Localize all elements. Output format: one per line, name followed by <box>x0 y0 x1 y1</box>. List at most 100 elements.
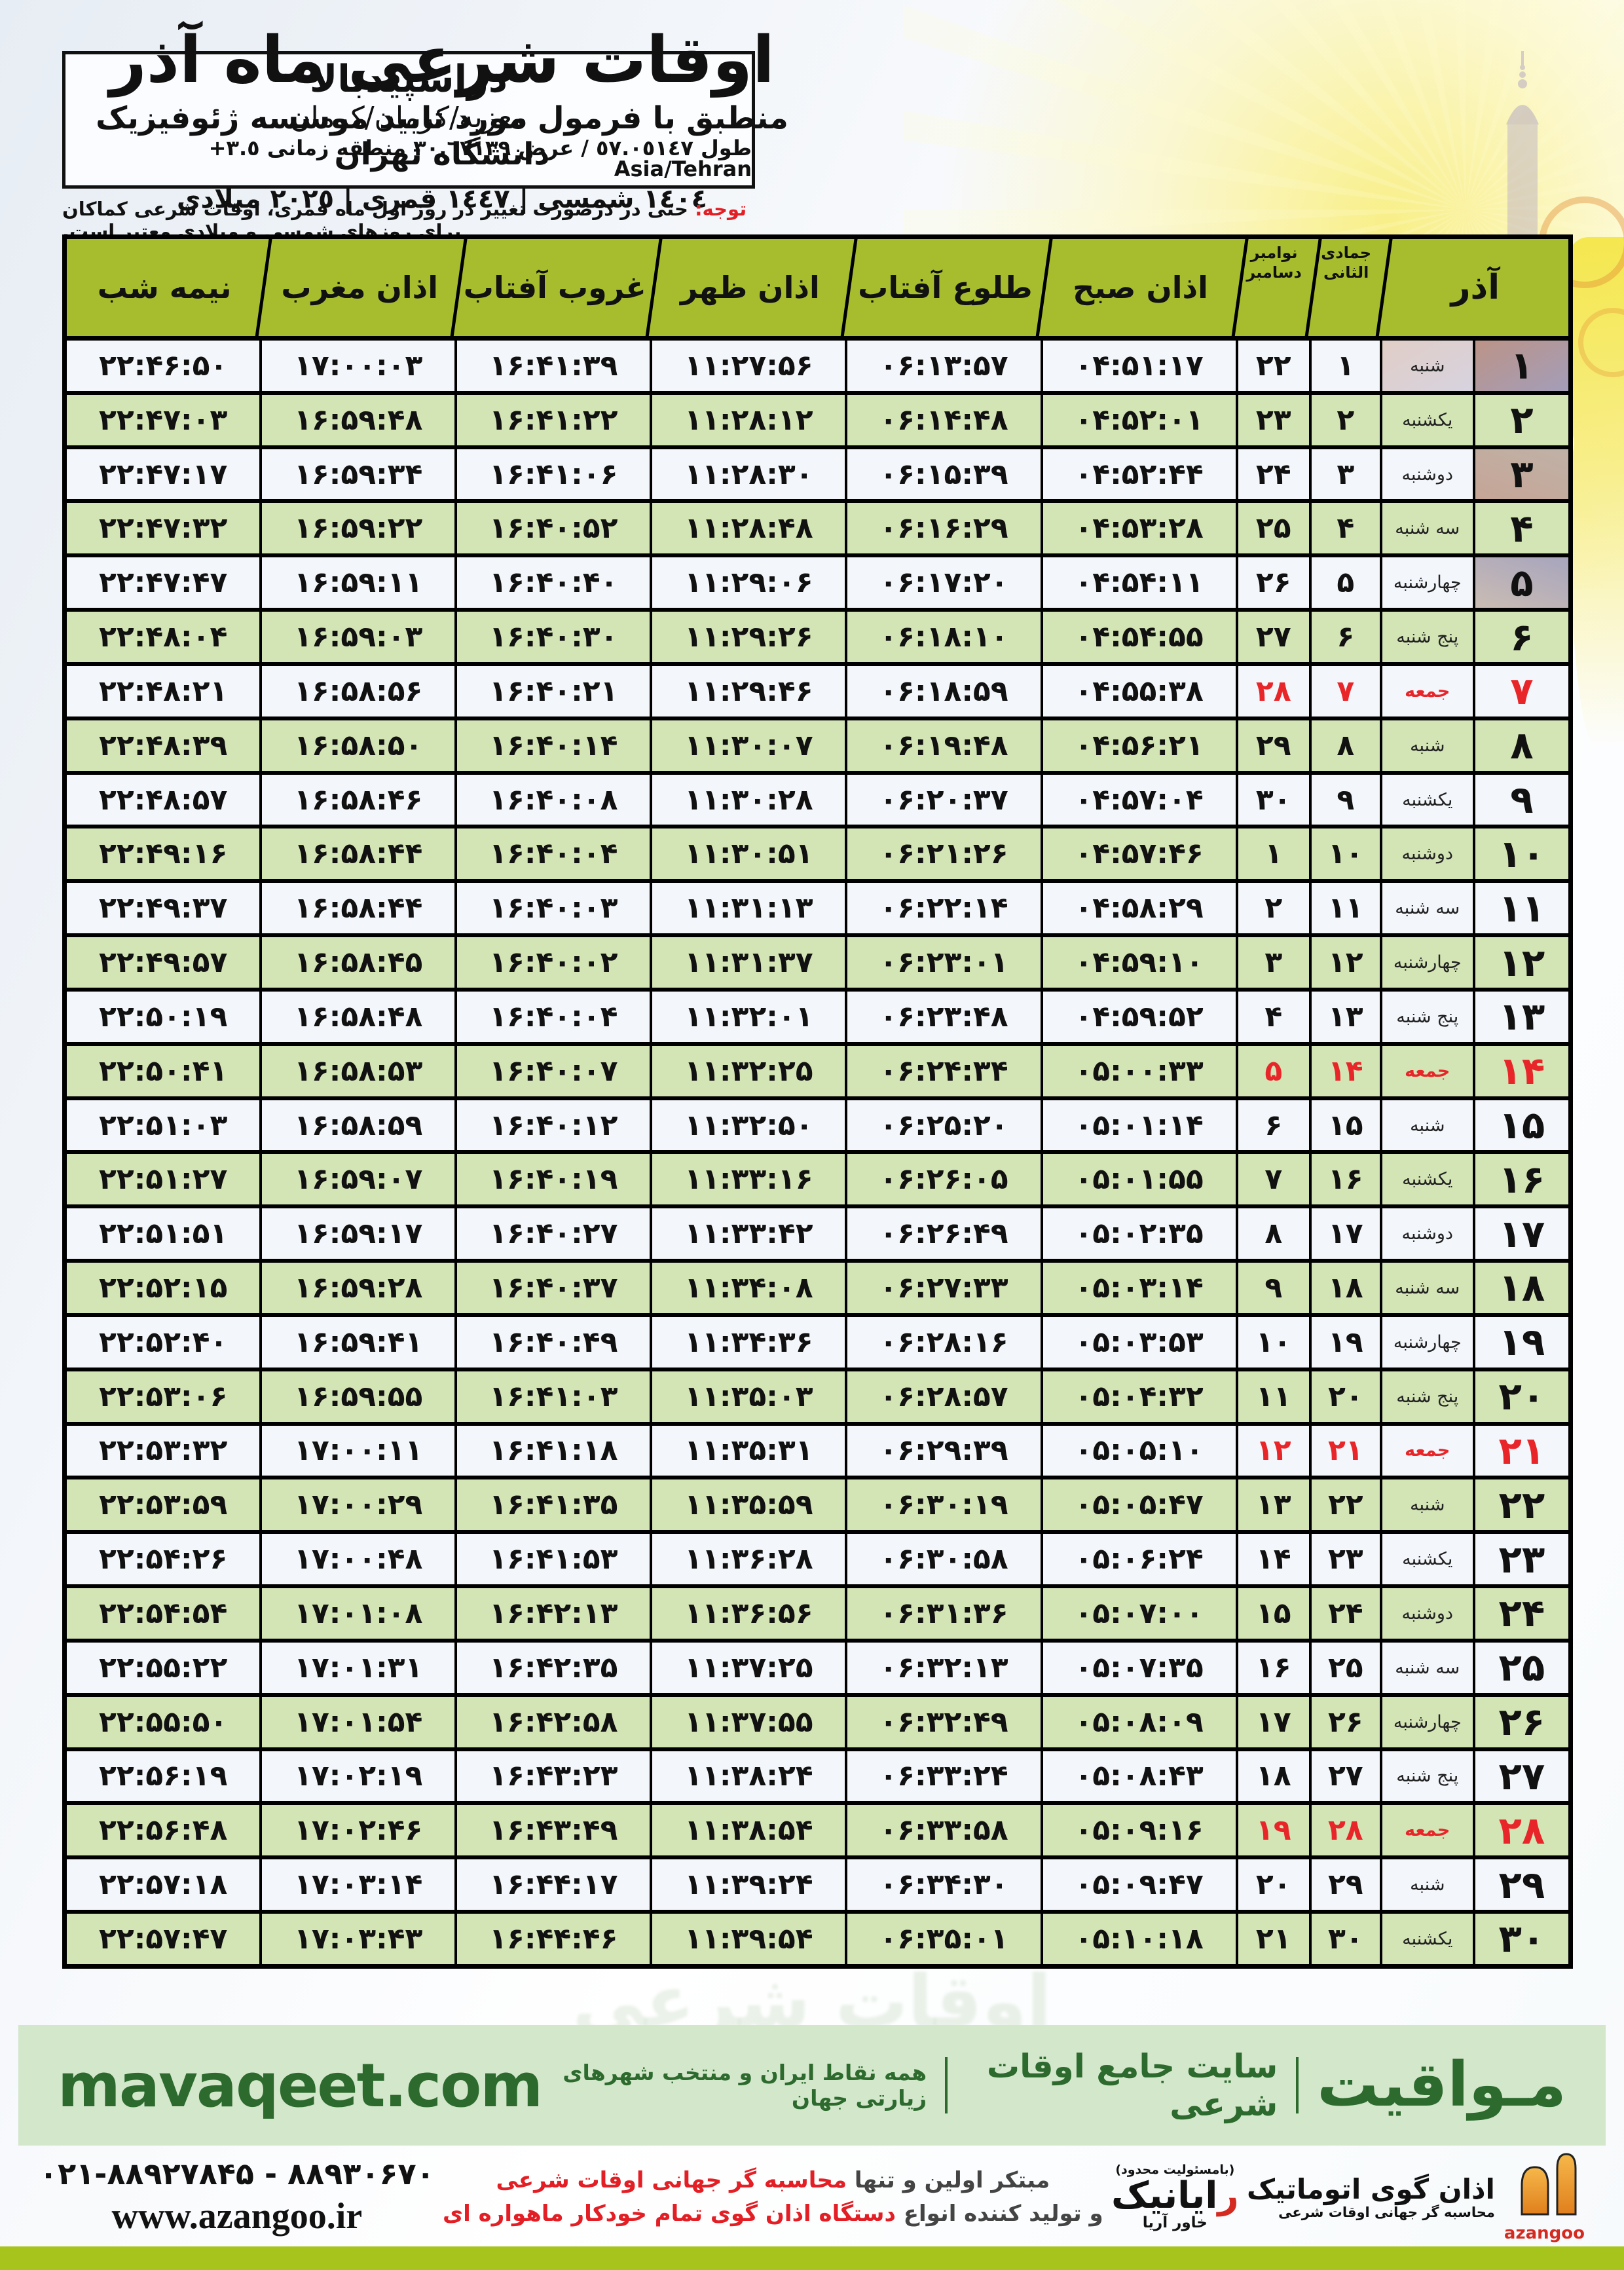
jumada-day-cell: ۲۳ <box>1312 1534 1382 1585</box>
azar-day-cell: ۱۰ <box>1498 831 1545 876</box>
sunset-time-cell: ۱۶:۴۰:۰۴ <box>457 991 653 1042</box>
sunrise-time-cell: ۰۶:۱۳:۵۷ <box>847 341 1043 391</box>
noon-time-cell: ۱۱:۳۶:۵۶ <box>652 1588 848 1639</box>
midnight-time-cell: ۲۲:۵۰:۴۱ <box>67 1045 263 1096</box>
jumada-day-cell: ۱۰ <box>1312 828 1382 880</box>
noon-time-cell: ۱۱:۳۶:۲۸ <box>652 1534 848 1585</box>
column-header-nov-dec: نوامبر دسامبر <box>1246 244 1302 282</box>
sunset-time-cell: ۱۶:۴۱:۳۵ <box>457 1479 653 1531</box>
azar-day-cell: ۹ <box>1510 777 1534 823</box>
fajr-time-cell: ۰۵:۰۳:۵۳ <box>1043 1316 1238 1368</box>
fajr-time-cell: ۰۵:۰۲:۳۵ <box>1043 1208 1238 1259</box>
noon-time-cell: ۱۱:۲۸:۴۸ <box>652 503 848 554</box>
weekday-cell: چهارشنبه <box>1382 937 1475 988</box>
azar-day-cell: ۱۷ <box>1498 1211 1545 1256</box>
shrine-minaret-illustration <box>1501 51 1544 249</box>
weekday-cell: جمعه <box>1382 1045 1475 1096</box>
azar-day-cell: ۲۰ <box>1498 1374 1545 1419</box>
fajr-time-cell: ۰۵:۰۸:۴۳ <box>1043 1751 1238 1802</box>
maghrib-time-cell: ۱۶:۵۹:۳۴ <box>262 449 458 500</box>
azangoo-latin-name: azangoo <box>1504 2223 1585 2243</box>
maghrib-time-cell: ۱۶:۵۹:۴۸ <box>262 394 458 445</box>
fajr-time-cell: ۰۴:۵۶:۲۱ <box>1043 720 1238 771</box>
sunset-time-cell: ۱۶:۴۰:۱۲ <box>457 1100 653 1151</box>
sunrise-time-cell: ۰۶:۲۸:۵۷ <box>847 1371 1043 1422</box>
sunset-time-cell: ۱۶:۴۱:۰۶ <box>457 449 653 500</box>
table-row: ۸ شنبه ۸ ۲۹ ۰۴:۵۶:۲۱ ۰۶:۱۹:۴۸ ۱۱:۳۰:۰۷ ۱۶:۴۰:۱۴… <box>67 720 1568 775</box>
gregorian-day-cell: ۷ <box>1238 1154 1312 1205</box>
midnight-time-cell: ۲۲:۵۴:۲۶ <box>67 1534 263 1585</box>
column-header-sunrise: طلوع آفتاب <box>858 270 1033 305</box>
sunrise-time-cell: ۰۶:۱۵:۳۹ <box>847 449 1043 500</box>
midnight-time-cell: ۲۲:۴۷:۳۲ <box>67 503 263 554</box>
jumada-day-cell: ۲۹ <box>1312 1859 1382 1910</box>
sunset-time-cell: ۱۶:۴۲:۱۳ <box>457 1588 653 1639</box>
maghrib-time-cell: ۱۶:۵۹:۴۱ <box>262 1316 458 1368</box>
sunset-time-cell: ۱۶:۴۰:۵۲ <box>457 503 653 554</box>
gregorian-day-cell: ۱۲ <box>1238 1425 1312 1476</box>
gregorian-day-cell: ۱۴ <box>1238 1534 1312 1585</box>
sunrise-time-cell: ۰۶:۱۷:۲۰ <box>847 557 1043 608</box>
midnight-time-cell: ۲۲:۵۱:۵۱ <box>67 1208 263 1259</box>
weekday-cell: جمعه <box>1382 1805 1475 1856</box>
maghrib-time-cell: ۱۶:۵۸:۵۶ <box>262 665 458 716</box>
sunset-time-cell: ۱۶:۴۰:۰۸ <box>457 774 653 825</box>
azar-day-cell: ۲۳ <box>1498 1536 1545 1582</box>
gregorian-day-cell: ۱۰ <box>1238 1316 1312 1368</box>
fajr-time-cell: ۰۵:۰۷:۳۵ <box>1043 1642 1238 1693</box>
table-row: ۹ یکشنبه ۹ ۳۰ ۰۴:۵۷:۰۴ ۰۶:۲۰:۳۷ ۱۱:۳۰:۲۸ ۱۶:۴۰:… <box>67 774 1568 829</box>
maghrib-time-cell: ۱۶:۵۹:۱۱ <box>262 557 458 608</box>
weekday-cell: شنبه <box>1382 1479 1475 1531</box>
sunset-time-cell: ۱۶:۴۰:۰۴ <box>457 828 653 880</box>
noon-time-cell: ۱۱:۳۸:۲۴ <box>652 1751 848 1802</box>
weekday-cell: یکشنبه <box>1382 1534 1475 1585</box>
maghrib-time-cell: ۱۶:۵۸:۵۹ <box>262 1100 458 1151</box>
weekday-cell: یکشنبه <box>1382 1154 1475 1205</box>
maghrib-time-cell: ۱۷:۰۰:۰۳ <box>262 341 458 391</box>
table-row: ۲۸ جمعه ۲۸ ۱۹ ۰۵:۰۹:۱۶ ۰۶:۳۳:۵۸ ۱۱:۳۸:۵۴ ۱۶:۴۳:… <box>67 1805 1568 1860</box>
sunrise-time-cell: ۰۶:۳۳:۵۸ <box>847 1805 1043 1856</box>
fajr-time-cell: ۰۵:۰۵:۱۰ <box>1043 1425 1238 1476</box>
divider <box>1296 2057 1299 2113</box>
sunrise-time-cell: ۰۶:۳۲:۴۹ <box>847 1696 1043 1747</box>
azar-day-cell: ۱۸ <box>1498 1265 1545 1311</box>
fajr-time-cell: ۰۵:۰۹:۱۶ <box>1043 1805 1238 1856</box>
noon-time-cell: ۱۱:۳۰:۲۸ <box>652 774 848 825</box>
swirl-decoration <box>1578 308 1624 377</box>
sunset-time-cell: ۱۶:۴۱:۵۳ <box>457 1534 653 1585</box>
gregorian-day-cell: ۱۷ <box>1238 1696 1312 1747</box>
table-row: ۱۰ دوشنبه ۱۰ ۱ ۰۴:۵۷:۴۶ ۰۶:۲۱:۲۶ ۱۱:۳۰:۵۱ ۱۶:۴۰… <box>67 828 1568 884</box>
table-row: ۴ سه شنبه ۴ ۲۵ ۰۴:۵۳:۲۸ ۰۶:۱۶:۲۹ ۱۱:۲۸:۴۸ ۱۶:۴۰… <box>67 503 1568 558</box>
table-row: ۲ یکشنبه ۲ ۲۳ ۰۴:۵۲:۰۱ ۰۶:۱۴:۴۸ ۱۱:۲۸:۱۲ ۱۶:۴۱:… <box>67 394 1568 449</box>
column-header-azar: آذر <box>1450 268 1500 307</box>
mavaqeet-brand: مـواقیت <box>1317 2049 1566 2121</box>
noon-time-cell: ۱۱:۳۹:۵۴ <box>652 1914 848 1964</box>
location-region: معزیه/کرمان/کرمان <box>289 100 528 134</box>
midnight-time-cell: ۲۲:۵۶:۱۹ <box>67 1751 263 1802</box>
sunset-time-cell: ۱۶:۴۰:۰۳ <box>457 883 653 934</box>
sunset-time-cell: ۱۶:۴۰:۲۷ <box>457 1208 653 1259</box>
table-row: ۲۵ سه شنبه ۲۵ ۱۶ ۰۵:۰۷:۳۵ ۰۶:۳۲:۱۳ ۱۱:۳۷:۲۵ ۱۶:… <box>67 1642 1568 1697</box>
midnight-time-cell: ۲۲:۴۷:۰۳ <box>67 394 263 445</box>
sunrise-time-cell: ۰۶:۳۰:۱۹ <box>847 1479 1043 1531</box>
sunrise-time-cell: ۰۶:۲۴:۳۴ <box>847 1045 1043 1096</box>
title-block: اوقات شرعی ماه آذر منطبق با فرمول مورد ت… <box>46 24 838 214</box>
azar-day-cell: ۱۹ <box>1498 1320 1545 1365</box>
table-row: ۶ پنج شنبه ۶ ۲۷ ۰۴:۵۴:۵۵ ۰۶:۱۸:۱۰ ۱۱:۲۹:۲۶ ۱۶:۴… <box>67 612 1568 666</box>
fajr-time-cell: ۰۵:۰۸:۰۹ <box>1043 1696 1238 1747</box>
gregorian-day-cell: ۴ <box>1238 991 1312 1042</box>
fajr-time-cell: ۰۴:۵۳:۲۸ <box>1043 503 1238 554</box>
weekday-cell: شنبه <box>1382 341 1475 391</box>
location-name: دراسپیدبالا <box>309 57 508 101</box>
gregorian-day-cell: ۱۸ <box>1238 1751 1312 1802</box>
midnight-time-cell: ۲۲:۴۹:۱۶ <box>67 828 263 880</box>
noon-time-cell: ۱۱:۳۳:۴۲ <box>652 1208 848 1259</box>
location-box: دراسپیدبالا معزیه/کرمان/کرمان طول ٥٧.٠٥١… <box>62 51 755 189</box>
jumada-day-cell: ۱۷ <box>1312 1208 1382 1259</box>
azar-day-cell: ۶ <box>1510 614 1534 660</box>
midnight-time-cell: ۲۲:۵۷:۴۷ <box>67 1914 263 1964</box>
maghrib-time-cell: ۱۶:۵۸:۴۸ <box>262 991 458 1042</box>
calendar-years: ١٤٠٤ شمسی | ١٤٤٧ قمری | ٢٠٢٥ میلادی <box>176 183 708 214</box>
sunrise-time-cell: ۰۶:۳۳:۲۴ <box>847 1751 1043 1802</box>
sunrise-time-cell: ۰۶:۲۰:۳۷ <box>847 774 1043 825</box>
